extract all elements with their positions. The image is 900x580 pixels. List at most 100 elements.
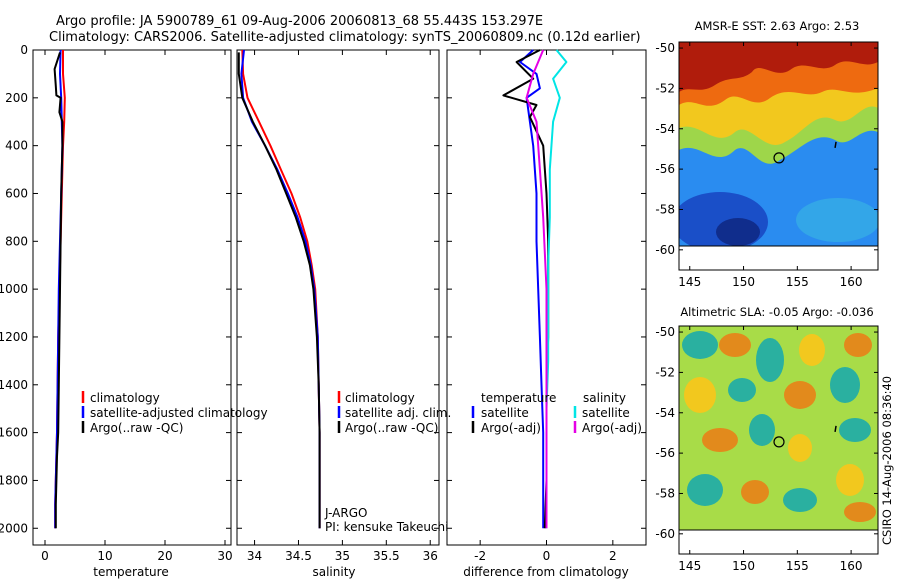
sla-patch [749,414,775,446]
sst-heatmap [679,42,878,246]
sla-heatmap [679,326,878,530]
sla-patch [702,428,738,452]
y-tick-label: -56 [655,162,675,176]
series-line-salinity-argo-adj [525,49,548,529]
legend-label-argo: Argo(..raw -QC) [90,421,183,435]
map-axes-frame [678,325,879,555]
y-tick-label: 1200 [0,330,28,344]
x-tick-label: 35 [335,549,350,563]
x-tick-label: 0 [41,549,49,563]
series-line-salinity-satellite [545,49,568,529]
sla-patch [788,434,812,462]
salinity-plot-frame [236,49,440,546]
legend-label-temp-satellite: satellite [481,406,529,420]
y-tick-label: -52 [655,365,675,379]
sla-axis-ticks: -50 -52 -54 -56 -58 -60 145 150 155 160 [655,325,879,573]
legend-title-salinity: salinity [583,391,626,405]
x-tick-label: -2 [474,549,486,563]
y-tick-label: 1800 [0,473,28,487]
salinity-legend: climatology satellite adj. clim. Argo(..… [337,391,451,435]
legend-title-temperature: temperature [481,391,556,405]
sst-float-mark [834,141,837,149]
difference-axis-ticks: -2 0 2 [447,49,646,563]
legend-label-sal-satellite: satellite [582,406,630,420]
y-tick-label: -52 [655,81,675,95]
figure-title: Argo profile: JA 5900789_61 09-Aug-2006 … [56,14,543,29]
x-tick-label: 35.5 [373,549,400,563]
figure-subtitle: Climatology: CARS2006. Satellite-adjuste… [49,30,641,45]
temperature-series [53,49,66,529]
x-tick-label: 145 [678,559,701,573]
temperature-xlabel: temperature [93,565,168,579]
sla-patch [756,338,784,382]
y-tick-label: -54 [655,122,675,136]
x-tick-label: 36 [423,549,438,563]
x-tick-label: 2 [609,549,617,563]
y-tick-label: 400 [5,139,28,153]
x-tick-label: 10 [97,549,112,563]
series-line-temperature-satellite [519,49,545,529]
y-tick-label: -50 [655,325,675,339]
sla-patch [783,488,817,512]
legend-label-satellite: satellite-adjusted climatology [90,406,268,420]
x-tick-label: 34.5 [285,549,312,563]
x-tick-label: 155 [786,275,809,289]
x-tick-label: 160 [840,559,863,573]
temperature-plot-frame [32,49,232,546]
y-tick-label: 0 [20,43,28,57]
y-tick-label: 800 [5,234,28,248]
x-tick-label: 160 [840,275,863,289]
x-tick-label: 34 [247,549,262,563]
sla-patch [799,334,825,366]
y-tick-label: -58 [655,486,675,500]
x-tick-label: 0 [543,549,551,563]
salinity-axis-ticks: 34 34.5 35 35.5 36 [237,49,439,563]
sla-patch [684,377,716,413]
sla-patch [839,418,871,442]
series-line-temperature-argo-adj [502,49,550,529]
credit-stamp: CSIRO 14-Aug-2006 08:36:40 [880,376,894,545]
y-tick-label: -54 [655,406,675,420]
x-tick-label: 30 [217,549,232,563]
difference-series [502,49,568,529]
y-tick-label: -58 [655,202,675,216]
y-tick-label: -60 [655,243,675,257]
sst-coldest-region [716,218,760,246]
sla-patch [784,381,816,409]
legend-label-climatology: climatology [90,391,160,405]
pi-annotation: PI: kensuke Takeuchi [325,520,448,534]
sla-patch [836,464,864,496]
legend-label-satellite: satellite adj. clim. [345,406,451,420]
sla-patch [844,333,872,357]
legend-label-sal-argo: Argo(-adj) [582,421,642,435]
sla-patch [719,333,751,357]
y-tick-label: 600 [5,186,28,200]
temperature-axis-ticks: 0 200 400 600 800 1000 1200 1400 1600 1800 2000 0 10… [0,43,233,563]
x-tick-label: 145 [678,275,701,289]
sst-axis-ticks: -50 -52 -54 -56 -58 -60 145 150 155 160 [655,41,879,289]
legend-label-climatology: climatology [345,391,415,405]
sla-patch [844,502,876,522]
y-tick-label: -56 [655,446,675,460]
x-tick-label: 20 [157,549,172,563]
y-tick-label: -50 [655,41,675,55]
jargo-annotation: J-ARGO [324,506,367,520]
sst-profile-location-marker [773,152,785,164]
series-line-argo-raw-qc [237,52,321,529]
y-tick-label: 1400 [0,378,28,392]
x-tick-label: 150 [732,275,755,289]
map-axes-frame [678,41,879,271]
sla-patch [687,474,723,506]
legend-label-temp-argo: Argo(-adj) [481,421,541,435]
difference-legend: temperature salinity satellite Argo(-adj… [471,391,642,435]
x-tick-label: 155 [786,559,809,573]
y-tick-label: -60 [655,527,675,541]
sla-patch [728,378,756,402]
y-tick-label: 1600 [0,426,28,440]
sla-patch [830,367,860,403]
series-line-argo-raw-qc [53,52,64,529]
sst-map-title: AMSR-E SST: 2.63 Argo: 2.53 [695,19,860,33]
sst-cold-region [679,192,768,246]
